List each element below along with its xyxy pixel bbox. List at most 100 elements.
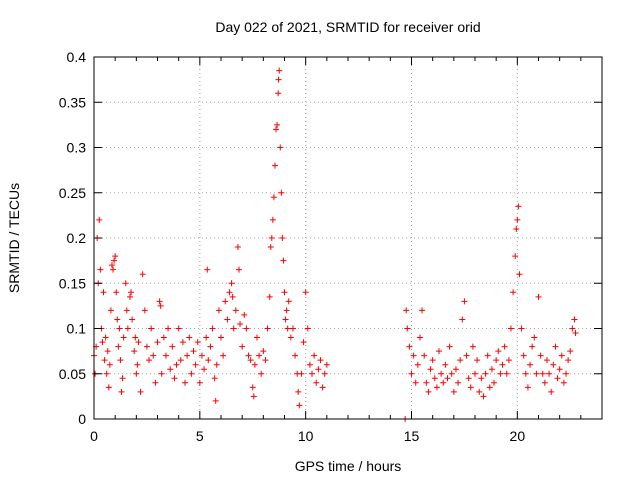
data-point	[306, 361, 313, 368]
data-point	[243, 325, 250, 332]
data-point	[550, 361, 557, 368]
data-point	[277, 144, 284, 151]
data-point	[459, 316, 466, 323]
data-point	[106, 361, 113, 368]
data-point	[139, 271, 146, 278]
data-point	[431, 375, 438, 382]
data-point	[311, 352, 318, 359]
data-point	[112, 253, 119, 260]
data-point	[256, 352, 263, 359]
data-point	[116, 325, 123, 332]
data-point	[264, 325, 271, 332]
data-point	[103, 370, 110, 377]
data-point	[463, 352, 470, 359]
data-point	[204, 266, 211, 273]
data-point	[175, 325, 182, 332]
data-point	[300, 339, 307, 346]
y-tick-label: 0	[78, 411, 86, 427]
data-point	[541, 379, 548, 386]
data-point	[287, 334, 294, 341]
data-point	[182, 379, 189, 386]
data-point	[421, 352, 428, 359]
data-point	[122, 280, 129, 287]
data-point	[152, 379, 159, 386]
data-point	[298, 370, 305, 377]
data-point	[171, 375, 178, 382]
data-point	[262, 357, 269, 364]
data-point	[278, 189, 285, 196]
data-point	[218, 334, 224, 341]
data-point	[313, 379, 320, 386]
data-point	[128, 289, 135, 296]
data-point	[482, 370, 489, 377]
data-point	[239, 343, 246, 350]
data-point	[198, 352, 205, 359]
data-point	[115, 343, 122, 350]
data-point	[275, 90, 282, 97]
data-point	[209, 325, 216, 332]
data-point	[281, 289, 288, 296]
data-point	[126, 293, 133, 300]
data-point	[220, 352, 227, 359]
y-tick-label: 0.35	[59, 94, 86, 110]
data-point	[123, 307, 130, 314]
data-point	[258, 370, 265, 377]
data-point	[249, 384, 256, 391]
data-point	[433, 384, 440, 391]
data-point	[247, 357, 254, 364]
data-point	[461, 298, 468, 305]
data-point	[539, 370, 546, 377]
data-point	[488, 366, 495, 373]
data-point	[315, 366, 322, 373]
data-point	[569, 325, 576, 332]
data-point	[444, 375, 451, 382]
data-point	[412, 379, 419, 386]
data-point	[543, 357, 550, 364]
x-tick-label: 10	[298, 428, 314, 444]
data-point	[472, 370, 478, 377]
data-point	[108, 262, 115, 269]
x-tick-label: 0	[90, 428, 98, 444]
data-point	[548, 388, 555, 395]
data-point	[276, 67, 283, 74]
data-point	[514, 216, 521, 223]
data-point	[486, 384, 493, 391]
data-point	[442, 361, 449, 368]
data-point	[201, 366, 208, 373]
data-point	[323, 361, 330, 368]
y-tick-label: 0.3	[67, 140, 87, 156]
data-point	[292, 352, 299, 359]
data-point	[203, 334, 210, 341]
data-point	[414, 361, 421, 368]
data-point	[537, 352, 544, 359]
data-point	[563, 370, 570, 377]
data-point	[274, 121, 281, 128]
data-point	[212, 397, 219, 404]
x-tick-label: 15	[404, 428, 420, 444]
data-point	[283, 307, 290, 314]
data-point	[302, 289, 309, 296]
data-point	[211, 375, 218, 382]
data-point	[321, 370, 328, 377]
data-point	[235, 266, 242, 273]
data-point	[317, 357, 324, 364]
y-tick-label: 0.15	[59, 275, 86, 291]
data-point	[270, 194, 277, 201]
data-point	[565, 357, 572, 364]
data-point	[275, 76, 282, 83]
data-point	[484, 352, 491, 359]
data-point	[529, 343, 536, 350]
data-point	[285, 298, 292, 305]
data-point	[522, 370, 529, 377]
data-point	[150, 352, 157, 359]
data-point	[269, 216, 276, 223]
data-point	[572, 330, 579, 337]
data-points	[91, 67, 579, 422]
data-point	[533, 370, 540, 377]
data-point	[134, 361, 141, 368]
data-point	[241, 311, 248, 318]
data-point	[190, 348, 197, 355]
data-point	[111, 257, 118, 264]
